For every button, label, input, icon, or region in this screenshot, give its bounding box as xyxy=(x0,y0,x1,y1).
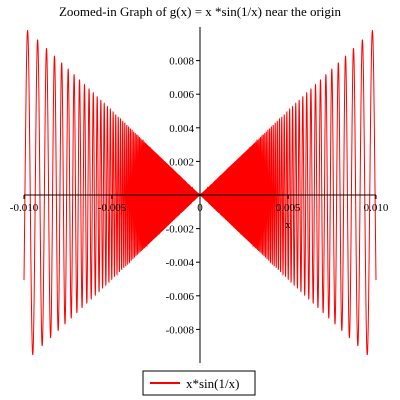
x-tick-label: -0.005 xyxy=(98,202,127,214)
y-tick-label: 0.008 xyxy=(169,56,194,68)
plot-area xyxy=(23,29,377,356)
y-tick-label: -0.004 xyxy=(166,257,195,269)
y-tick-label: 0.004 xyxy=(169,123,194,135)
chart-title: Zoomed-in Graph of g(x) = x *sin(1/x) ne… xyxy=(59,4,342,19)
y-tick-label: -0.002 xyxy=(166,224,194,236)
x-tick-label: 0 xyxy=(197,202,203,214)
y-tick-label: -0.008 xyxy=(166,324,195,336)
y-tick-label: -0.006 xyxy=(166,291,195,303)
x-axis-ticks: -0.010 -0.005 0 0.005 0.010 xyxy=(10,195,389,214)
x-tick-label: 0.010 xyxy=(364,202,389,214)
legend: x*sin(1/x) xyxy=(142,370,256,396)
y-axis-ticks: 0.008 0.006 0.004 0.002 -0.002 -0.004 -0.006 -0… xyxy=(166,56,200,336)
x-tick-label: -0.010 xyxy=(10,202,39,214)
y-tick-label: 0.002 xyxy=(169,156,194,168)
x-tick-label: 0.005 xyxy=(276,202,301,214)
y-tick-label: 0.006 xyxy=(169,89,194,101)
x-axis-label: x xyxy=(286,220,291,231)
legend-label-xsin1overx: x*sin(1/x) xyxy=(186,376,239,391)
series-line-xsin1overx xyxy=(23,29,377,356)
